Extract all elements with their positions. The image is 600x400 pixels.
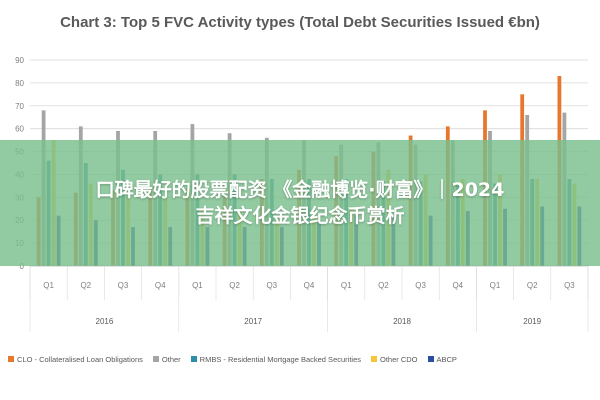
x-tick-label: Q3: [564, 281, 575, 290]
legend-item: CLO - Collateralised Loan Obligations: [8, 355, 143, 364]
chart-title: Chart 3: Top 5 FVC Activity types (Total…: [60, 14, 540, 31]
legend-label: ABCP: [436, 354, 457, 364]
x-tick-label: Q1: [43, 281, 54, 290]
x-tick-label: Q4: [452, 281, 463, 290]
legend-item: Other CDO: [371, 355, 418, 364]
y-tick-label: 0: [20, 262, 25, 271]
banner-line-1: 口碑最好的股票配资 《金融博览·财富》｜2024: [95, 179, 505, 201]
legend-item: RMBS - Residential Mortgage Backed Secur…: [190, 354, 361, 364]
x-tick-label: Q2: [80, 281, 91, 290]
legend-label: Other CDO: [380, 354, 418, 364]
y-tick-label: 60: [15, 125, 24, 134]
x-tick-label: Q4: [155, 281, 166, 290]
x-tick-label: Q2: [378, 281, 389, 290]
legend-swatch: [427, 356, 434, 362]
legend-swatch: [8, 356, 14, 362]
x-tick-label: Q3: [266, 281, 277, 290]
legend-swatch: [190, 356, 197, 362]
year-label: 2018: [393, 317, 411, 326]
x-tick-label: Q1: [341, 281, 352, 290]
legend-item: ABCP: [427, 354, 457, 364]
x-tick-label: Q4: [304, 281, 315, 290]
year-label: 2019: [523, 317, 541, 326]
year-label: 2016: [96, 317, 114, 326]
y-tick-label: 90: [15, 56, 24, 65]
x-tick-label: Q2: [527, 281, 538, 290]
x-tick-label: Q3: [118, 281, 129, 290]
y-tick-label: 70: [15, 102, 24, 111]
legend-swatch: [371, 356, 377, 362]
banner-overlay[interactable]: 口碑最好的股票配资 《金融博览·财富》｜2024 吉祥文化金银纪念币赏析: [0, 140, 600, 266]
legend-label: RMBS - Residential Mortgage Backed Secur…: [199, 354, 361, 364]
legend-label: Other: [161, 354, 181, 364]
legend-label: CLO - Collateralised Loan Obligations: [17, 354, 143, 364]
x-tick-label: Q1: [192, 281, 203, 290]
x-tick-label: Q1: [490, 281, 501, 290]
banner-line-2: 吉祥文化金银纪念币赏析: [195, 205, 405, 227]
x-tick-label: Q3: [415, 281, 426, 290]
x-tick-label: Q2: [229, 281, 240, 290]
legend: CLO - Collateralised Loan Obligations Oth…: [8, 352, 598, 366]
legend-swatch: [152, 356, 159, 362]
year-label: 2017: [244, 317, 262, 326]
y-tick-label: 80: [15, 79, 24, 88]
legend-item: Other: [152, 354, 181, 364]
x-axis: Q1 Q2 Q3 Q4 Q1 Q2 Q3 Q4 Q1 Q2 Q3 Q4 Q1 Q2 Q3 2016 2017 20…: [29, 265, 589, 332]
